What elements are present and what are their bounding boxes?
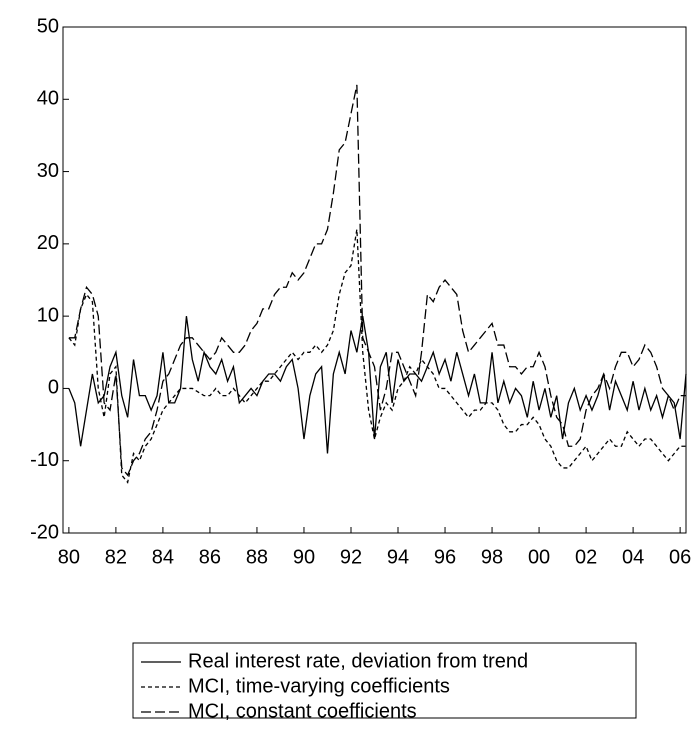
x-tick-label: 98 — [481, 546, 503, 568]
plot-frame — [62, 26, 687, 534]
y-tick-label: 0 — [48, 377, 59, 399]
y-tick-label: 40 — [37, 88, 59, 110]
legend-label: MCI, time-varying coefficients — [188, 675, 450, 697]
legend-label: MCI, constant coefficients — [188, 700, 417, 722]
x-tick-label: 00 — [528, 546, 550, 568]
series-line — [68, 84, 686, 477]
x-tick-label: 86 — [199, 546, 221, 568]
y-tick-label: 20 — [37, 232, 59, 254]
legend-label: Real interest rate, deviation from trend — [188, 650, 528, 672]
series-line — [68, 229, 686, 484]
x-tick-label: 84 — [152, 546, 174, 568]
legend-box — [132, 642, 637, 719]
x-tick-label: 04 — [622, 546, 644, 568]
y-tick-label: 10 — [37, 304, 59, 326]
x-tick-label: 94 — [387, 546, 409, 568]
x-tick-label: 80 — [58, 546, 80, 568]
y-tick-label: -20 — [30, 521, 59, 543]
y-tick-label: 30 — [37, 160, 59, 182]
x-tick-label: 02 — [575, 546, 597, 568]
y-tick-label: 50 — [37, 15, 59, 37]
x-tick-label: 06 — [669, 546, 691, 568]
x-tick-label: 88 — [246, 546, 268, 568]
y-tick-label: -10 — [30, 449, 59, 471]
x-tick-label: 92 — [340, 546, 362, 568]
series-line — [68, 316, 687, 454]
x-tick-label: 90 — [293, 546, 315, 568]
x-tick-label: 82 — [105, 546, 127, 568]
x-tick-label: 96 — [434, 546, 456, 568]
